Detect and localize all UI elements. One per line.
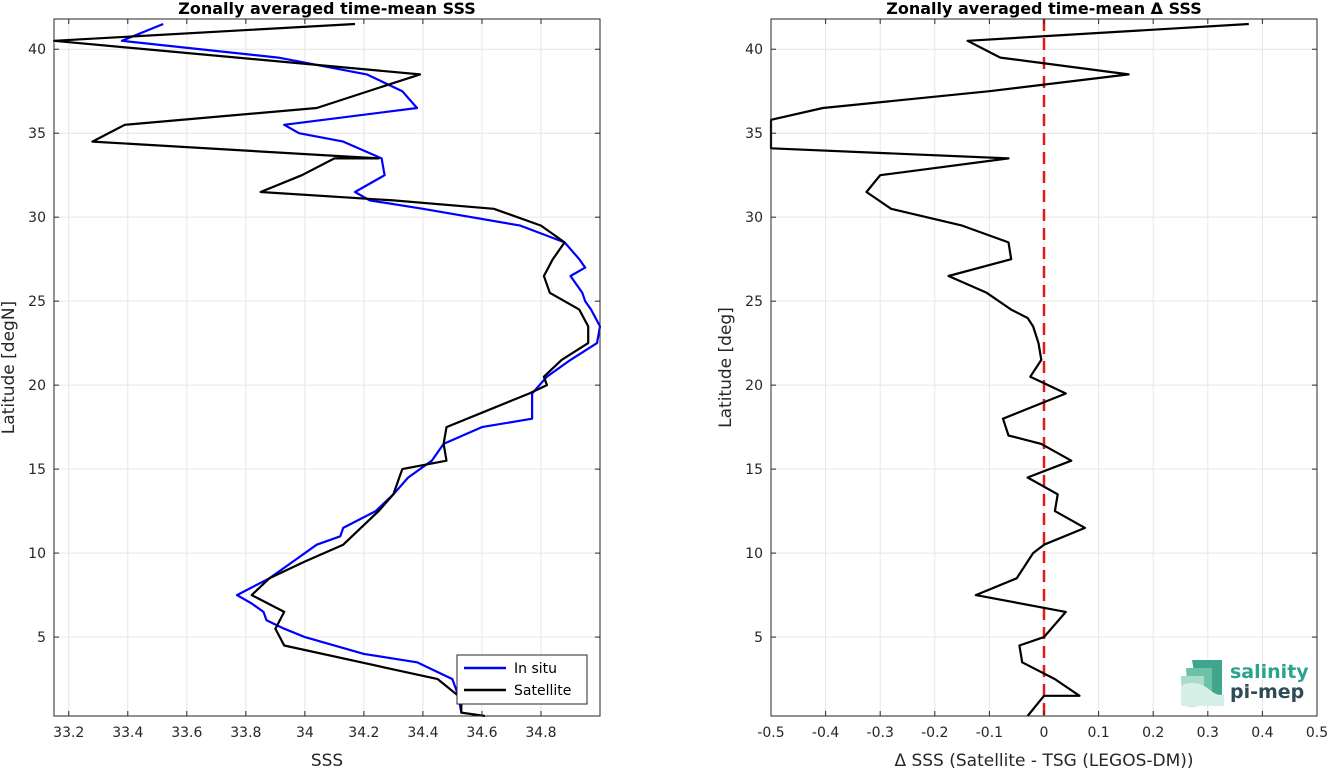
delta-sss-y-axis-label: Latitude [deg] [716, 307, 736, 428]
legend-label-in-situ: In situ [514, 661, 557, 677]
logo-text-pi-mep: pi-mep [1230, 681, 1304, 703]
x-tick-label: 33.6 [171, 725, 202, 741]
x-tick-label: -0.5 [757, 725, 784, 741]
salinity-pi-mep-logo: salinity pi-mep [1181, 660, 1309, 707]
legend: In situ Satellite [456, 654, 588, 705]
x-tick-label: -0.4 [812, 725, 839, 741]
y-tick-label: 5 [37, 630, 46, 646]
y-tick-label: 20 [28, 378, 46, 394]
y-tick-label: 35 [745, 126, 763, 142]
x-tick-label: 0.2 [1142, 725, 1164, 741]
sss-grid [54, 19, 600, 716]
x-tick-label: -0.1 [976, 725, 1003, 741]
logo-text-salinity: salinity [1230, 661, 1309, 683]
legend-label-satellite: Satellite [514, 683, 571, 699]
delta-sss-panel: -0.5 -0.4 -0.3 -0.2 -0.1 0 0.1 0.2 0.3 0.4 0.5 5 10 1… [716, 0, 1328, 769]
y-tick-label: 40 [745, 42, 763, 58]
x-tick-label: 0 [1040, 725, 1049, 741]
sss-x-axis-label: SSS [311, 751, 343, 769]
x-tick-label: 0.1 [1087, 725, 1109, 741]
series-line-satellite [52, 22, 590, 718]
y-tick-label: 30 [745, 210, 763, 226]
x-tick-label: 0.4 [1251, 725, 1273, 741]
delta-sss-x-axis-label: Δ SSS (Satellite - TSG (LEGOS-DM)) [894, 751, 1193, 769]
x-tick-label: 34.8 [525, 725, 556, 741]
delta-sss-chart-title: Zonally averaged time-mean Δ SSS [886, 0, 1202, 18]
x-tick-label: 0.5 [1306, 725, 1328, 741]
sss-ticks: 33.2 33.4 33.6 33.8 34 34.2 34.4 34.6 34.8 5 10 15 2… [28, 19, 600, 741]
sss-y-axis-label: Latitude [degN] [0, 301, 19, 434]
y-tick-label: 40 [28, 42, 46, 58]
sss-panel: 33.2 33.4 33.6 33.8 34 34.2 34.4 34.6 34.8 5 10 15 2… [0, 0, 602, 769]
x-tick-label: 34.4 [407, 725, 438, 741]
series-line-delta [769, 22, 1249, 717]
y-tick-label: 10 [28, 546, 46, 562]
x-tick-label: 33.8 [230, 725, 261, 741]
x-tick-label: 33.2 [53, 725, 84, 741]
y-tick-label: 15 [745, 462, 763, 478]
y-tick-label: 5 [754, 630, 763, 646]
delta-sss-ticks: -0.5 -0.4 -0.3 -0.2 -0.1 0 0.1 0.2 0.3 0.4 0.5 5 10 1… [745, 19, 1328, 741]
x-tick-label: 34 [296, 725, 314, 741]
legend-box [456, 654, 588, 705]
x-tick-label: 0.3 [1197, 725, 1219, 741]
y-tick-label: 35 [28, 126, 46, 142]
wave-logo-icon [1181, 660, 1224, 707]
x-tick-label: -0.2 [921, 725, 948, 741]
delta-sss-series [769, 22, 1249, 717]
sss-chart-title: Zonally averaged time-mean SSS [178, 0, 476, 18]
y-tick-label: 20 [745, 378, 763, 394]
y-tick-label: 25 [28, 294, 46, 310]
y-tick-label: 10 [745, 546, 763, 562]
y-tick-label: 25 [745, 294, 763, 310]
x-tick-label: 33.4 [112, 725, 143, 741]
sss-series [52, 22, 602, 718]
x-tick-label: 34.2 [348, 725, 379, 741]
x-tick-label: -0.3 [867, 725, 894, 741]
series-line-in-situ [120, 22, 602, 713]
x-tick-label: 34.6 [466, 725, 497, 741]
y-tick-label: 30 [28, 210, 46, 226]
y-tick-label: 15 [28, 462, 46, 478]
